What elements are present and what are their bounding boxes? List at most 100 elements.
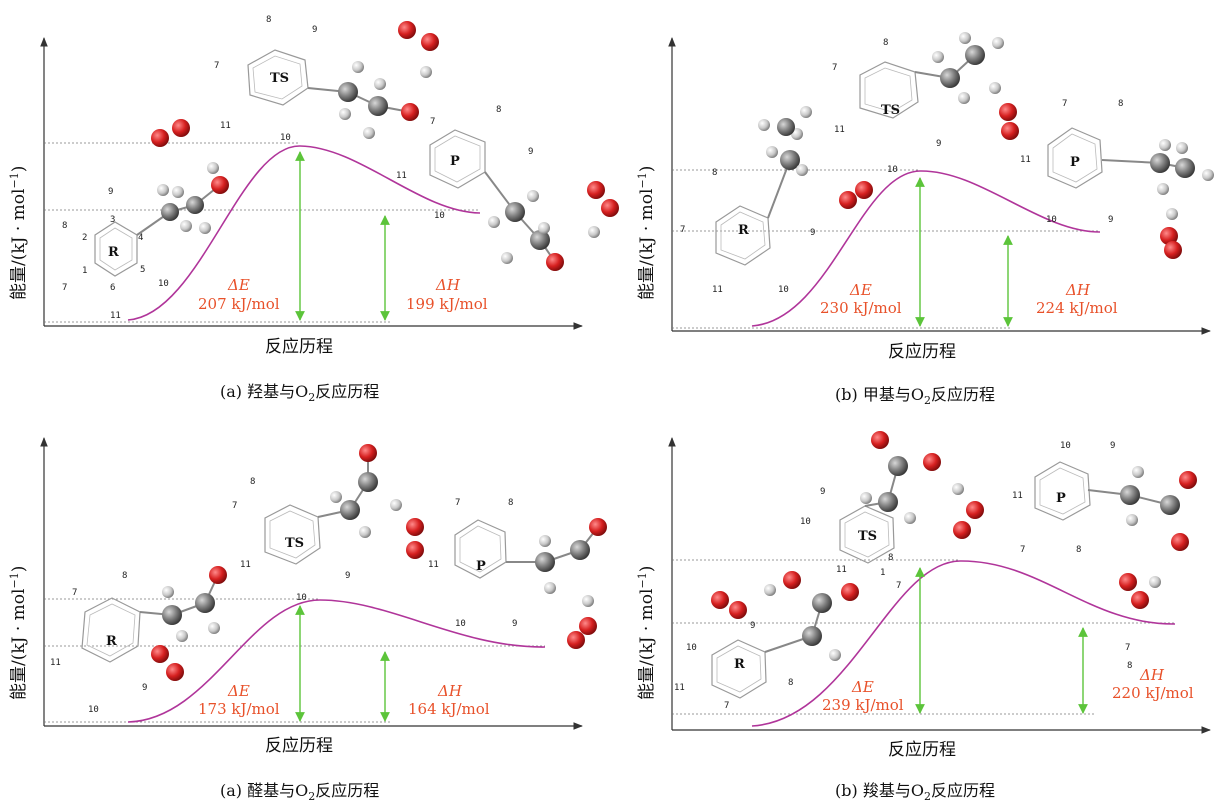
svg-text:8: 8 (508, 498, 513, 508)
panel-methyl: 能量/(kJ · mol−1) 反应历程 ΔE 230 kJ/mol ΔH 22… (636, 32, 1214, 407)
svg-text:7: 7 (72, 588, 77, 598)
reactant-label: R (106, 634, 117, 649)
svg-text:9: 9 (1108, 215, 1113, 225)
delta-e-symbol: ΔE (849, 281, 872, 299)
delta-h-symbol: ΔH (1139, 666, 1165, 684)
product-label: P (476, 559, 486, 574)
x-axis-label: 反应历程 (265, 736, 333, 756)
delta-e-symbol: ΔE (851, 678, 874, 696)
svg-text:10: 10 (800, 517, 811, 527)
svg-text:11: 11 (1012, 491, 1023, 501)
svg-text:10: 10 (1046, 215, 1057, 225)
svg-text:9: 9 (820, 487, 825, 497)
svg-text:3: 3 (110, 215, 115, 225)
delta-h-symbol: ΔH (437, 682, 463, 700)
caption: (b) 羧基与O2反应历程 (835, 781, 995, 800)
delta-e-value: 207 kJ/mol (198, 295, 280, 313)
y-axis-label: 能量/(kJ · mol−1) (636, 166, 657, 300)
svg-text:7: 7 (896, 581, 901, 591)
panel-carboxyl: 能量/(kJ · mol−1) 反应历程 ΔE 239 kJ/mol ΔH 22… (636, 431, 1210, 800)
ts-label: TS (858, 529, 877, 544)
svg-text:10: 10 (686, 643, 697, 653)
delta-h-value: 224 kJ/mol (1036, 299, 1118, 317)
svg-text:8: 8 (788, 678, 793, 688)
svg-text:11: 11 (428, 560, 439, 570)
svg-text:11: 11 (834, 125, 845, 135)
svg-text:8: 8 (266, 15, 271, 25)
svg-text:5: 5 (140, 265, 145, 275)
ts-label: TS (270, 71, 289, 86)
svg-text:7: 7 (1020, 545, 1025, 555)
y-axis-label: 能量/(kJ · mol−1) (8, 566, 29, 700)
caption: (b) 甲基与O2反应历程 (835, 385, 995, 407)
svg-text:10: 10 (280, 133, 291, 143)
svg-text:9: 9 (1110, 441, 1115, 451)
svg-text:11: 11 (50, 658, 61, 668)
y-axis-label: 能量/(kJ · mol−1) (636, 566, 657, 700)
svg-text:1: 1 (82, 266, 87, 276)
svg-text:7: 7 (62, 283, 67, 293)
svg-text:8: 8 (122, 571, 127, 581)
product-label: P (450, 154, 460, 169)
svg-text:8: 8 (496, 105, 501, 115)
svg-text:10: 10 (296, 593, 307, 603)
svg-text:10: 10 (88, 705, 99, 715)
svg-text:10: 10 (1060, 441, 1071, 451)
svg-text:4: 4 (138, 233, 143, 243)
svg-text:10: 10 (434, 211, 445, 221)
caption: (a) 醛基与O2反应历程 (220, 781, 379, 800)
svg-text:7: 7 (455, 498, 460, 508)
delta-e-value: 230 kJ/mol (820, 299, 902, 317)
svg-text:9: 9 (345, 571, 350, 581)
delta-e-symbol: ΔE (227, 682, 250, 700)
svg-text:11: 11 (240, 560, 251, 570)
delta-h-value: 164 kJ/mol (408, 700, 490, 718)
svg-text:7: 7 (724, 701, 729, 711)
svg-text:8: 8 (1076, 545, 1081, 555)
svg-text:11: 11 (674, 683, 685, 693)
ts-label: TS (881, 103, 900, 118)
svg-text:8: 8 (712, 168, 717, 178)
svg-text:8: 8 (883, 38, 888, 48)
svg-text:10: 10 (158, 279, 169, 289)
x-axis-label: 反应历程 (265, 337, 333, 357)
svg-text:9: 9 (142, 683, 147, 693)
svg-text:9: 9 (528, 147, 533, 157)
svg-text:2: 2 (82, 233, 87, 243)
delta-h-symbol: ΔH (1065, 281, 1091, 299)
delta-e-value: 173 kJ/mol (198, 700, 280, 718)
svg-text:10: 10 (455, 619, 466, 629)
ts-label: TS (285, 536, 304, 551)
svg-text:7: 7 (214, 61, 219, 71)
svg-text:7: 7 (430, 117, 435, 127)
svg-text:8: 8 (1127, 661, 1132, 671)
caption: (a) 羟基与O2反应历程 (220, 382, 379, 404)
svg-text:11: 11 (1020, 155, 1031, 165)
svg-text:11: 11 (712, 285, 723, 295)
svg-text:8: 8 (250, 477, 255, 487)
delta-h-symbol: ΔH (435, 276, 461, 294)
svg-text:1: 1 (880, 568, 885, 578)
delta-h-value: 199 kJ/mol (406, 295, 488, 313)
svg-text:9: 9 (936, 139, 941, 149)
svg-text:7: 7 (1125, 643, 1130, 653)
svg-text:9: 9 (750, 621, 755, 631)
product-label: P (1070, 155, 1080, 170)
svg-text:9: 9 (312, 25, 317, 35)
reactant-label: R (734, 657, 745, 672)
svg-text:11: 11 (110, 311, 121, 321)
panel-aldehyde: 能量/(kJ · mol−1) 反应历程 ΔE 173 kJ/mol ΔH 16… (8, 438, 607, 800)
reactant-label: R (108, 245, 119, 260)
y-axis-label: 能量/(kJ · mol−1) (8, 166, 29, 300)
svg-text:8: 8 (62, 221, 67, 231)
svg-text:7: 7 (232, 501, 237, 511)
svg-text:9: 9 (512, 619, 517, 629)
product-label: P (1056, 491, 1066, 506)
svg-text:8: 8 (888, 553, 893, 563)
svg-text:9: 9 (108, 187, 113, 197)
delta-h-value: 220 kJ/mol (1112, 684, 1194, 702)
svg-text:10: 10 (778, 285, 789, 295)
svg-text:8: 8 (1118, 99, 1123, 109)
svg-text:7: 7 (680, 225, 685, 235)
